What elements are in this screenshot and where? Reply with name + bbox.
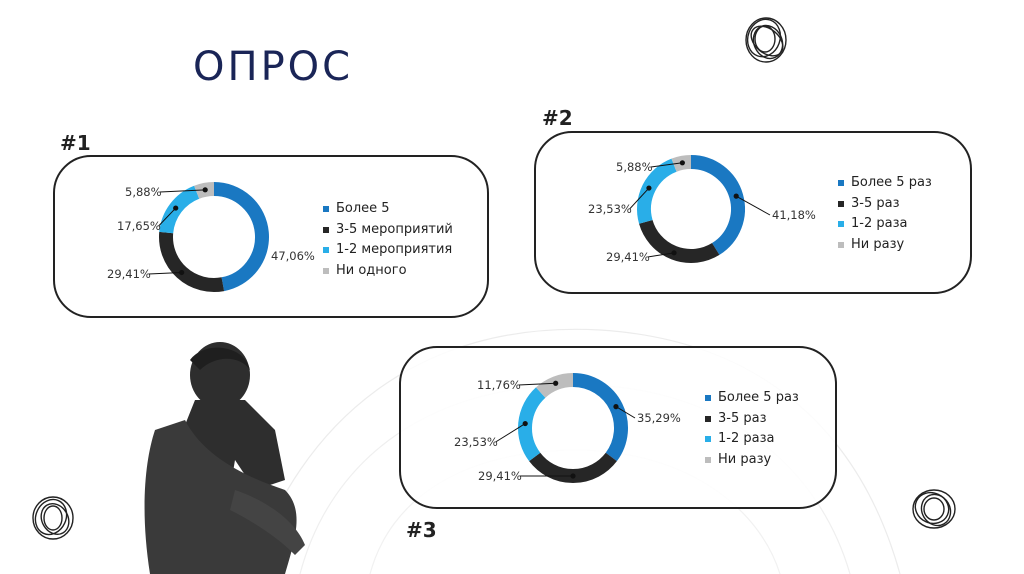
- legend-label: 3-5 мероприятий: [336, 221, 453, 237]
- value-label: 35,29%: [637, 411, 681, 425]
- donut-chart-2: 41,18% 29,41% 23,53% 5,88%: [588, 155, 816, 264]
- leader-line: [629, 187, 650, 210]
- donut-segment: [159, 231, 225, 292]
- legend-swatch: [705, 395, 711, 402]
- legend-item: Более 5 раз: [838, 173, 932, 194]
- value-label: 5,88%: [616, 160, 653, 174]
- value-label: 29,41%: [478, 469, 522, 483]
- scribble-decoration: [912, 489, 956, 529]
- legend-swatch: [705, 436, 711, 443]
- scribble-decoration: [32, 496, 74, 540]
- value-label: 11,76%: [477, 378, 521, 392]
- value-label: 23,53%: [454, 435, 498, 449]
- value-label: 29,41%: [107, 267, 151, 281]
- leader-dot: [179, 269, 185, 276]
- legend-label: Ни разу: [851, 236, 905, 252]
- leader-line: [158, 207, 177, 227]
- leader-dot: [646, 185, 652, 191]
- legend-item: Ни одного: [323, 261, 453, 282]
- legend-item: Ни разу: [838, 235, 932, 256]
- legend-label: 3-5 раз: [851, 195, 900, 211]
- leader-dot: [522, 420, 528, 427]
- leader-line: [518, 382, 556, 386]
- legend-swatch: [838, 221, 844, 228]
- legend-item: 3-5 раз: [705, 409, 799, 430]
- value-label: 47,06%: [271, 249, 315, 263]
- leader-dot: [202, 187, 208, 193]
- leader-line: [148, 271, 182, 275]
- legend-label: Более 5: [336, 201, 390, 216]
- leader-dot: [679, 160, 685, 166]
- legend-swatch: [705, 456, 711, 463]
- legend-item: 1-2 мероприятия: [323, 240, 453, 261]
- legend-item: Более 5 раз: [705, 388, 799, 409]
- legend-swatch: [838, 241, 844, 248]
- legend-swatch: [323, 226, 329, 233]
- legend-item: 1-2 раза: [838, 214, 932, 235]
- survey-label-2: #2: [542, 106, 573, 130]
- value-label: 41,18%: [772, 208, 816, 222]
- legend-swatch: [705, 415, 711, 422]
- legend-swatch: [323, 206, 329, 213]
- value-label: 5,88%: [125, 185, 162, 199]
- leader-line: [647, 252, 675, 258]
- legend-swatch: [323, 267, 329, 274]
- leader-line: [495, 423, 526, 443]
- value-label: 29,41%: [606, 250, 650, 264]
- donut-segment: [690, 155, 745, 255]
- survey-label-1: #1: [60, 131, 91, 155]
- donut-chart-1: 47,06% 29,41% 17,65% 5,88%: [107, 182, 315, 292]
- scribble-decoration: [745, 17, 787, 63]
- legend-label: 1-2 раза: [718, 431, 775, 446]
- legend-label: 1-2 мероприятия: [336, 242, 453, 257]
- legend-label: Более 5 раз: [851, 175, 932, 190]
- legend-item: 3-5 раз: [838, 194, 932, 215]
- survey-card-1: 47,06% 29,41% 17,65% 5,88% Более 5 3-5 меро…: [53, 155, 489, 318]
- legend-2: Более 5 раз 3-5 раз 1-2 раза Ни разу: [838, 173, 932, 255]
- donut-segment: [572, 373, 628, 462]
- donut-segment: [159, 185, 200, 234]
- leader-dot: [733, 193, 739, 199]
- page-title: ОПРОС: [193, 44, 354, 90]
- leader-dot: [553, 380, 559, 386]
- legend-label: 1-2 раза: [851, 216, 908, 231]
- person-photo: [144, 342, 305, 574]
- donut-chart-3: 35,29% 29,41% 23,53% 11,76%: [454, 373, 681, 483]
- donut-segment: [529, 452, 617, 483]
- donut-segment: [213, 182, 269, 292]
- value-label: 17,65%: [117, 219, 161, 233]
- leader-line: [735, 195, 771, 216]
- legend-label: Более 5 раз: [718, 390, 799, 405]
- leader-line: [615, 406, 636, 419]
- legend-item: 1-2 раза: [705, 429, 799, 450]
- legend-1: Более 5 3-5 мероприятий 1-2 мероприятия …: [323, 199, 453, 281]
- leader-dot: [613, 404, 619, 410]
- legend-label: Ни одного: [336, 262, 407, 278]
- leader-dot: [671, 250, 677, 256]
- donut-segment: [639, 219, 720, 263]
- legend-label: Ни разу: [718, 451, 772, 467]
- legend-3: Более 5 раз 3-5 раз 1-2 раза Ни разу: [705, 388, 799, 470]
- survey-card-2: 41,18% 29,41% 23,53% 5,88% Более 5 раз 3-5 …: [534, 131, 972, 294]
- leader-line: [650, 162, 683, 168]
- survey-card-3: 35,29% 29,41% 23,53% 11,76% Более 5 раз 3-5…: [399, 346, 837, 509]
- leader-dot: [570, 473, 576, 479]
- legend-item: 3-5 мероприятий: [323, 220, 453, 241]
- legend-label: 3-5 раз: [718, 410, 767, 426]
- legend-swatch: [838, 180, 844, 187]
- leader-dot: [173, 205, 179, 211]
- survey-label-3: #3: [406, 518, 437, 542]
- legend-swatch: [323, 247, 329, 254]
- legend-swatch: [838, 200, 844, 207]
- leader-line: [159, 189, 206, 193]
- legend-item: Более 5: [323, 199, 453, 220]
- legend-item: Ни разу: [705, 450, 799, 471]
- value-label: 23,53%: [588, 202, 632, 216]
